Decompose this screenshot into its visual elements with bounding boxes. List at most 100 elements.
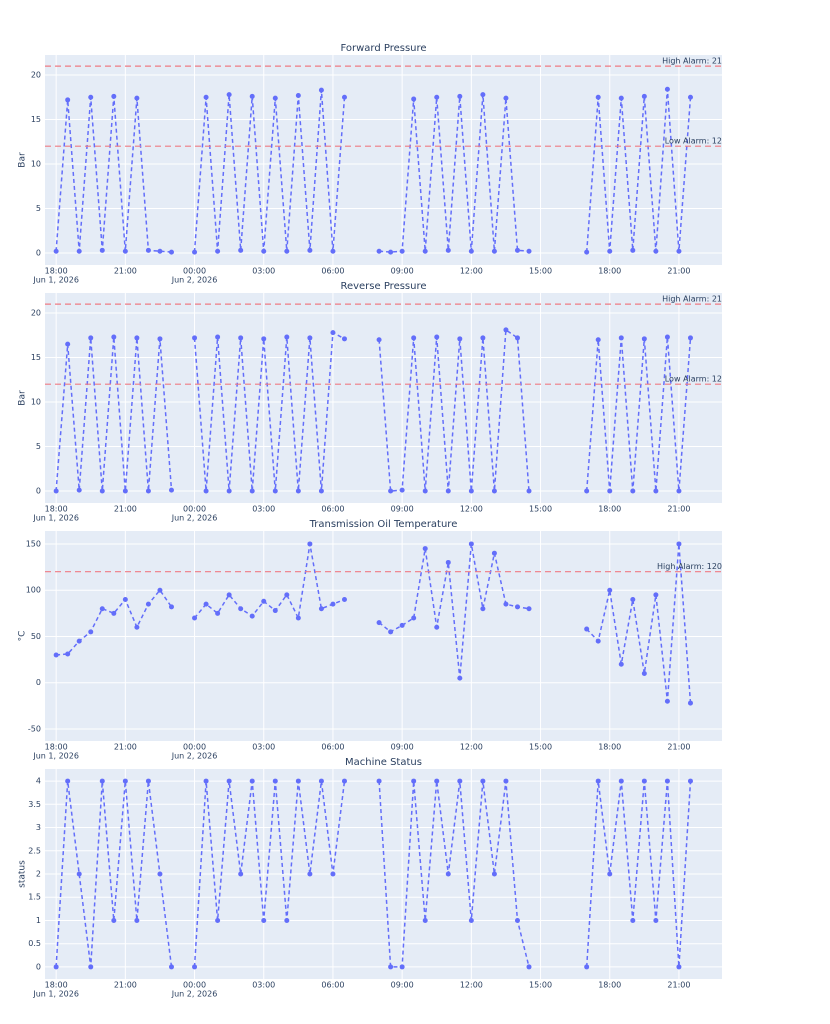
series-marker (491, 488, 497, 494)
y-tick-label: 2.5 (28, 846, 41, 855)
x-tick-label: 06:00 (321, 743, 344, 752)
x-tick-label: 18:00 (598, 505, 621, 514)
series-marker (526, 248, 532, 254)
series-marker (687, 778, 693, 784)
series-marker (168, 964, 174, 970)
series-marker (284, 592, 290, 598)
series-marker (330, 248, 336, 254)
x-tick-label: 12:00 (460, 505, 483, 514)
x-tick-label: 03:00 (252, 267, 275, 276)
x-tick-label: 09:00 (391, 505, 414, 514)
series-marker (653, 917, 659, 923)
y-tick-label: 2 (36, 870, 41, 879)
series-marker (134, 917, 140, 923)
y-tick-label: 4 (36, 777, 41, 786)
chart-title: Machine Status (345, 757, 422, 768)
series-marker (111, 917, 117, 923)
series-marker (261, 248, 267, 254)
y-axis-title: Bar (18, 390, 28, 406)
series-marker (307, 247, 313, 253)
y-axis-title: status (18, 860, 28, 888)
series-marker (284, 917, 290, 923)
series-marker (122, 488, 128, 494)
series-marker (134, 95, 140, 101)
series-marker (330, 330, 336, 336)
series-marker (88, 94, 94, 100)
series-marker (295, 488, 301, 494)
series-marker (399, 964, 405, 970)
series-marker (376, 778, 382, 784)
series-marker (514, 335, 520, 341)
series-marker (376, 248, 382, 254)
x-tick-label: 21:00 (114, 981, 137, 990)
x-tick-label: 06:00 (321, 267, 344, 276)
series-marker (388, 629, 394, 635)
subplot: Transmission Oil Temperature °C -50 0 50 100 1… (18, 519, 722, 761)
x-tick-label: 12:00 (460, 267, 483, 276)
series-marker (53, 652, 59, 658)
alarm-label: High Alarm: 21 (662, 295, 722, 304)
y-axis-title: Bar (18, 152, 28, 168)
series-marker (434, 334, 440, 340)
series-marker (641, 778, 647, 784)
series-marker (664, 778, 670, 784)
series-marker (318, 87, 324, 93)
y-tick-label: 150 (26, 539, 41, 548)
series-marker (145, 778, 151, 784)
series-marker (491, 871, 497, 877)
series-marker (134, 335, 140, 341)
series-marker (676, 248, 682, 254)
series-marker (664, 86, 670, 92)
series-marker (261, 336, 267, 342)
series-marker (99, 488, 105, 494)
series-marker (284, 248, 290, 254)
series-marker (618, 95, 624, 101)
series-marker (503, 327, 509, 333)
x-tick-label: 15:00 (529, 505, 552, 514)
series-marker (192, 335, 198, 341)
series-marker (480, 92, 486, 98)
series-marker (411, 335, 417, 341)
series-marker (422, 546, 428, 552)
series-marker (457, 93, 463, 99)
series-marker (122, 778, 128, 784)
series-marker (618, 661, 624, 667)
series-marker (514, 917, 520, 923)
series-marker (630, 488, 636, 494)
y-tick-label: 0 (36, 962, 41, 971)
series-marker (168, 487, 174, 493)
series-marker (226, 92, 232, 98)
y-tick-label: 1 (36, 916, 41, 925)
x-tick-label: 15:00 (529, 981, 552, 990)
series-marker (445, 871, 451, 877)
series-marker (503, 601, 509, 607)
y-tick-label: 1.5 (28, 893, 41, 902)
x-tick-label: 18:00 (45, 981, 68, 990)
alarm-label: High Alarm: 21 (662, 57, 722, 66)
series-marker (514, 604, 520, 610)
series-marker (272, 488, 278, 494)
series-marker (134, 624, 140, 630)
series-marker (676, 964, 682, 970)
series-marker (526, 606, 532, 612)
series-marker (480, 606, 486, 612)
x-date-label: Jun 2, 2026 (171, 514, 218, 523)
series-marker (388, 964, 394, 970)
series-marker (168, 249, 174, 255)
series-marker (341, 778, 347, 784)
y-tick-label: 3 (36, 823, 41, 832)
series-marker (284, 334, 290, 340)
series-marker (503, 95, 509, 101)
series-marker (238, 871, 244, 877)
y-tick-label: 10 (31, 398, 41, 407)
x-tick-label: 21:00 (667, 981, 690, 990)
series-marker (388, 488, 394, 494)
series-marker (664, 698, 670, 704)
series-marker (111, 610, 117, 616)
x-tick-label: 21:00 (667, 743, 690, 752)
series-marker (238, 606, 244, 612)
series-marker (203, 488, 209, 494)
series-marker (653, 592, 659, 598)
series-marker (411, 778, 417, 784)
subplot: Reverse Pressure Bar 0 5 10 15 20 18:00 21:00 00:… (18, 281, 722, 523)
